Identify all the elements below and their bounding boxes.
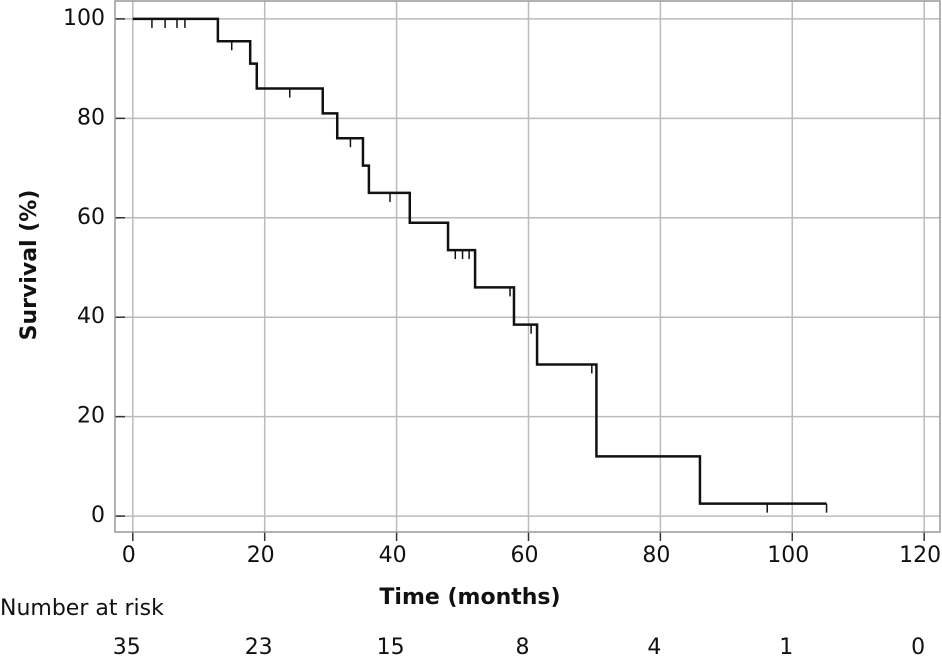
risk-table-label: Number at risk xyxy=(0,596,164,621)
risk-count: 15 xyxy=(377,635,405,660)
y-axis-title: Survival (%) xyxy=(17,190,42,341)
risk-count: 1 xyxy=(779,635,793,660)
y-tick-label: 100 xyxy=(63,6,105,31)
y-tick-label: 60 xyxy=(77,205,105,230)
y-tick-label: 80 xyxy=(77,105,105,130)
x-axis-title: Time (months) xyxy=(379,585,560,610)
x-tick-label: 100 xyxy=(767,543,809,568)
y-tick-label: 40 xyxy=(77,304,105,329)
y-tick-label: 0 xyxy=(91,503,105,528)
x-tick-label: 120 xyxy=(899,543,941,568)
risk-count: 35 xyxy=(113,635,141,660)
x-tick-label: 20 xyxy=(247,543,275,568)
x-tick-label: 0 xyxy=(122,543,136,568)
plot-frame xyxy=(114,0,941,533)
x-tick-label: 40 xyxy=(379,543,407,568)
risk-count: 8 xyxy=(515,635,529,660)
risk-count: 0 xyxy=(911,635,925,660)
risk-count: 4 xyxy=(647,635,661,660)
risk-count: 23 xyxy=(245,635,273,660)
x-tick-label: 60 xyxy=(510,543,538,568)
y-tick-label: 20 xyxy=(77,404,105,429)
x-tick-label: 80 xyxy=(642,543,670,568)
survival-curve xyxy=(132,17,827,505)
